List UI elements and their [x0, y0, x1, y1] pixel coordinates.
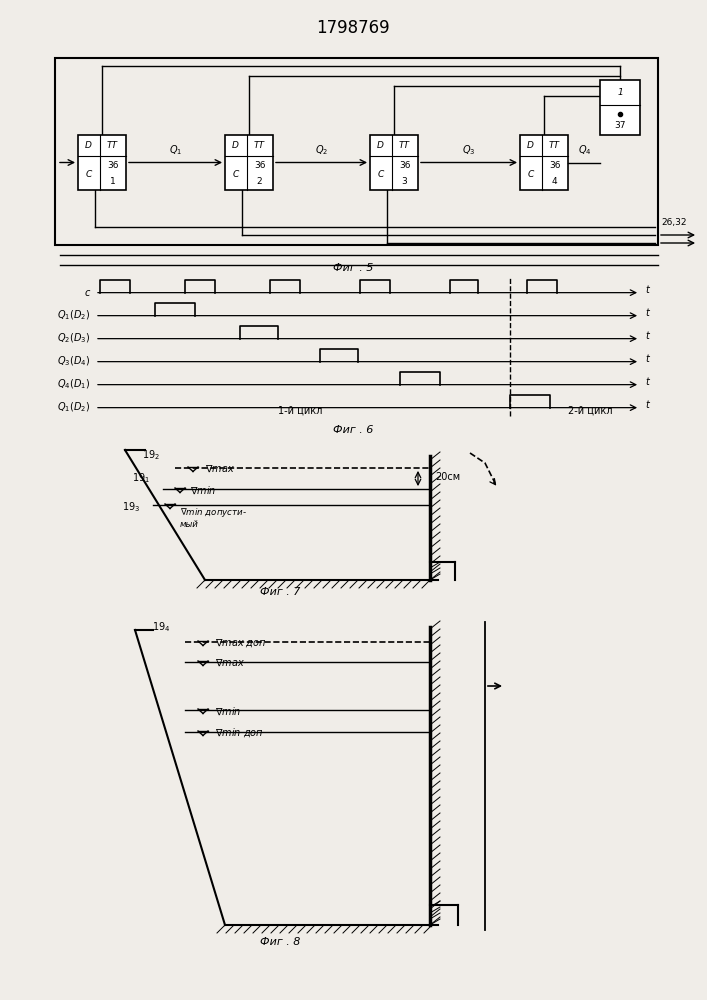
- Text: $Q_3$: $Q_3$: [462, 144, 476, 157]
- Text: $19_2$: $19_2$: [142, 448, 160, 462]
- Text: $Q_1(D_2)$: $Q_1(D_2)$: [57, 401, 90, 414]
- Text: D: D: [527, 141, 534, 150]
- Text: C: C: [527, 170, 534, 179]
- Text: $Q_4$: $Q_4$: [578, 144, 592, 157]
- Text: D: D: [377, 141, 384, 150]
- Text: 3: 3: [402, 177, 407, 186]
- Text: $\nabla$min допусти-
мый: $\nabla$min допусти- мый: [180, 506, 247, 529]
- Text: t: t: [645, 377, 649, 387]
- Text: Фиг . 6: Фиг . 6: [333, 425, 373, 435]
- Text: D: D: [232, 141, 239, 150]
- Bar: [370, 135, 418, 190]
- Text: $\nabla$min доп: $\nabla$min доп: [215, 727, 264, 739]
- Text: 20см: 20см: [435, 472, 460, 482]
- Text: t: t: [645, 400, 649, 410]
- Text: 36: 36: [254, 161, 265, 170]
- Text: t: t: [645, 331, 649, 341]
- Text: 1798769: 1798769: [316, 19, 390, 37]
- Text: $Q_3(D_4)$: $Q_3(D_4)$: [57, 355, 90, 368]
- Text: Фиг . 7: Фиг . 7: [259, 587, 300, 597]
- Text: TT: TT: [399, 141, 410, 150]
- Text: $Q_1$: $Q_1$: [169, 144, 182, 157]
- Bar: [600, 80, 640, 135]
- Bar: [78, 135, 126, 190]
- Text: C: C: [378, 170, 384, 179]
- Text: $\nabla$max доп: $\nabla$max доп: [215, 637, 267, 649]
- Text: 36: 36: [399, 161, 410, 170]
- Text: 37: 37: [614, 121, 626, 130]
- Text: TT: TT: [107, 141, 118, 150]
- Text: $19_1$: $19_1$: [132, 471, 150, 485]
- Text: c: c: [85, 288, 90, 298]
- Text: 1-й цикл: 1-й цикл: [278, 406, 322, 416]
- Text: C: C: [86, 170, 92, 179]
- Text: t: t: [645, 285, 649, 295]
- Text: D: D: [85, 141, 92, 150]
- Text: Фиг . 5: Фиг . 5: [333, 263, 373, 273]
- Text: 1: 1: [110, 177, 115, 186]
- Text: TT: TT: [549, 141, 560, 150]
- Text: 36: 36: [107, 161, 118, 170]
- Text: $19_4$: $19_4$: [151, 620, 170, 634]
- Text: $\nabla$max: $\nabla$max: [205, 464, 235, 474]
- Text: t: t: [645, 354, 649, 364]
- Text: Фиг . 8: Фиг . 8: [259, 937, 300, 947]
- Bar: [225, 135, 273, 190]
- Text: 2: 2: [257, 177, 262, 186]
- Text: $Q_2$: $Q_2$: [315, 144, 328, 157]
- Text: 26,32: 26,32: [661, 219, 686, 228]
- Text: $\nabla$max: $\nabla$max: [215, 658, 245, 668]
- Bar: [520, 135, 568, 190]
- Text: TT: TT: [254, 141, 265, 150]
- Text: 4: 4: [551, 177, 557, 186]
- Text: 36: 36: [549, 161, 561, 170]
- Text: 2-й цикл: 2-й цикл: [568, 406, 612, 416]
- Text: $19_3$: $19_3$: [122, 500, 140, 514]
- Bar: [55, 58, 658, 245]
- Text: $Q_4(D_1)$: $Q_4(D_1)$: [57, 378, 90, 391]
- Text: $\nabla$min: $\nabla$min: [215, 705, 241, 717]
- Text: $Q_2(D_3)$: $Q_2(D_3)$: [57, 332, 90, 345]
- Text: C: C: [233, 170, 239, 179]
- Text: 1: 1: [617, 88, 623, 97]
- Text: t: t: [645, 308, 649, 318]
- Text: $Q_1(D_2)$: $Q_1(D_2)$: [57, 309, 90, 322]
- Text: $\nabla$min: $\nabla$min: [190, 484, 216, 496]
